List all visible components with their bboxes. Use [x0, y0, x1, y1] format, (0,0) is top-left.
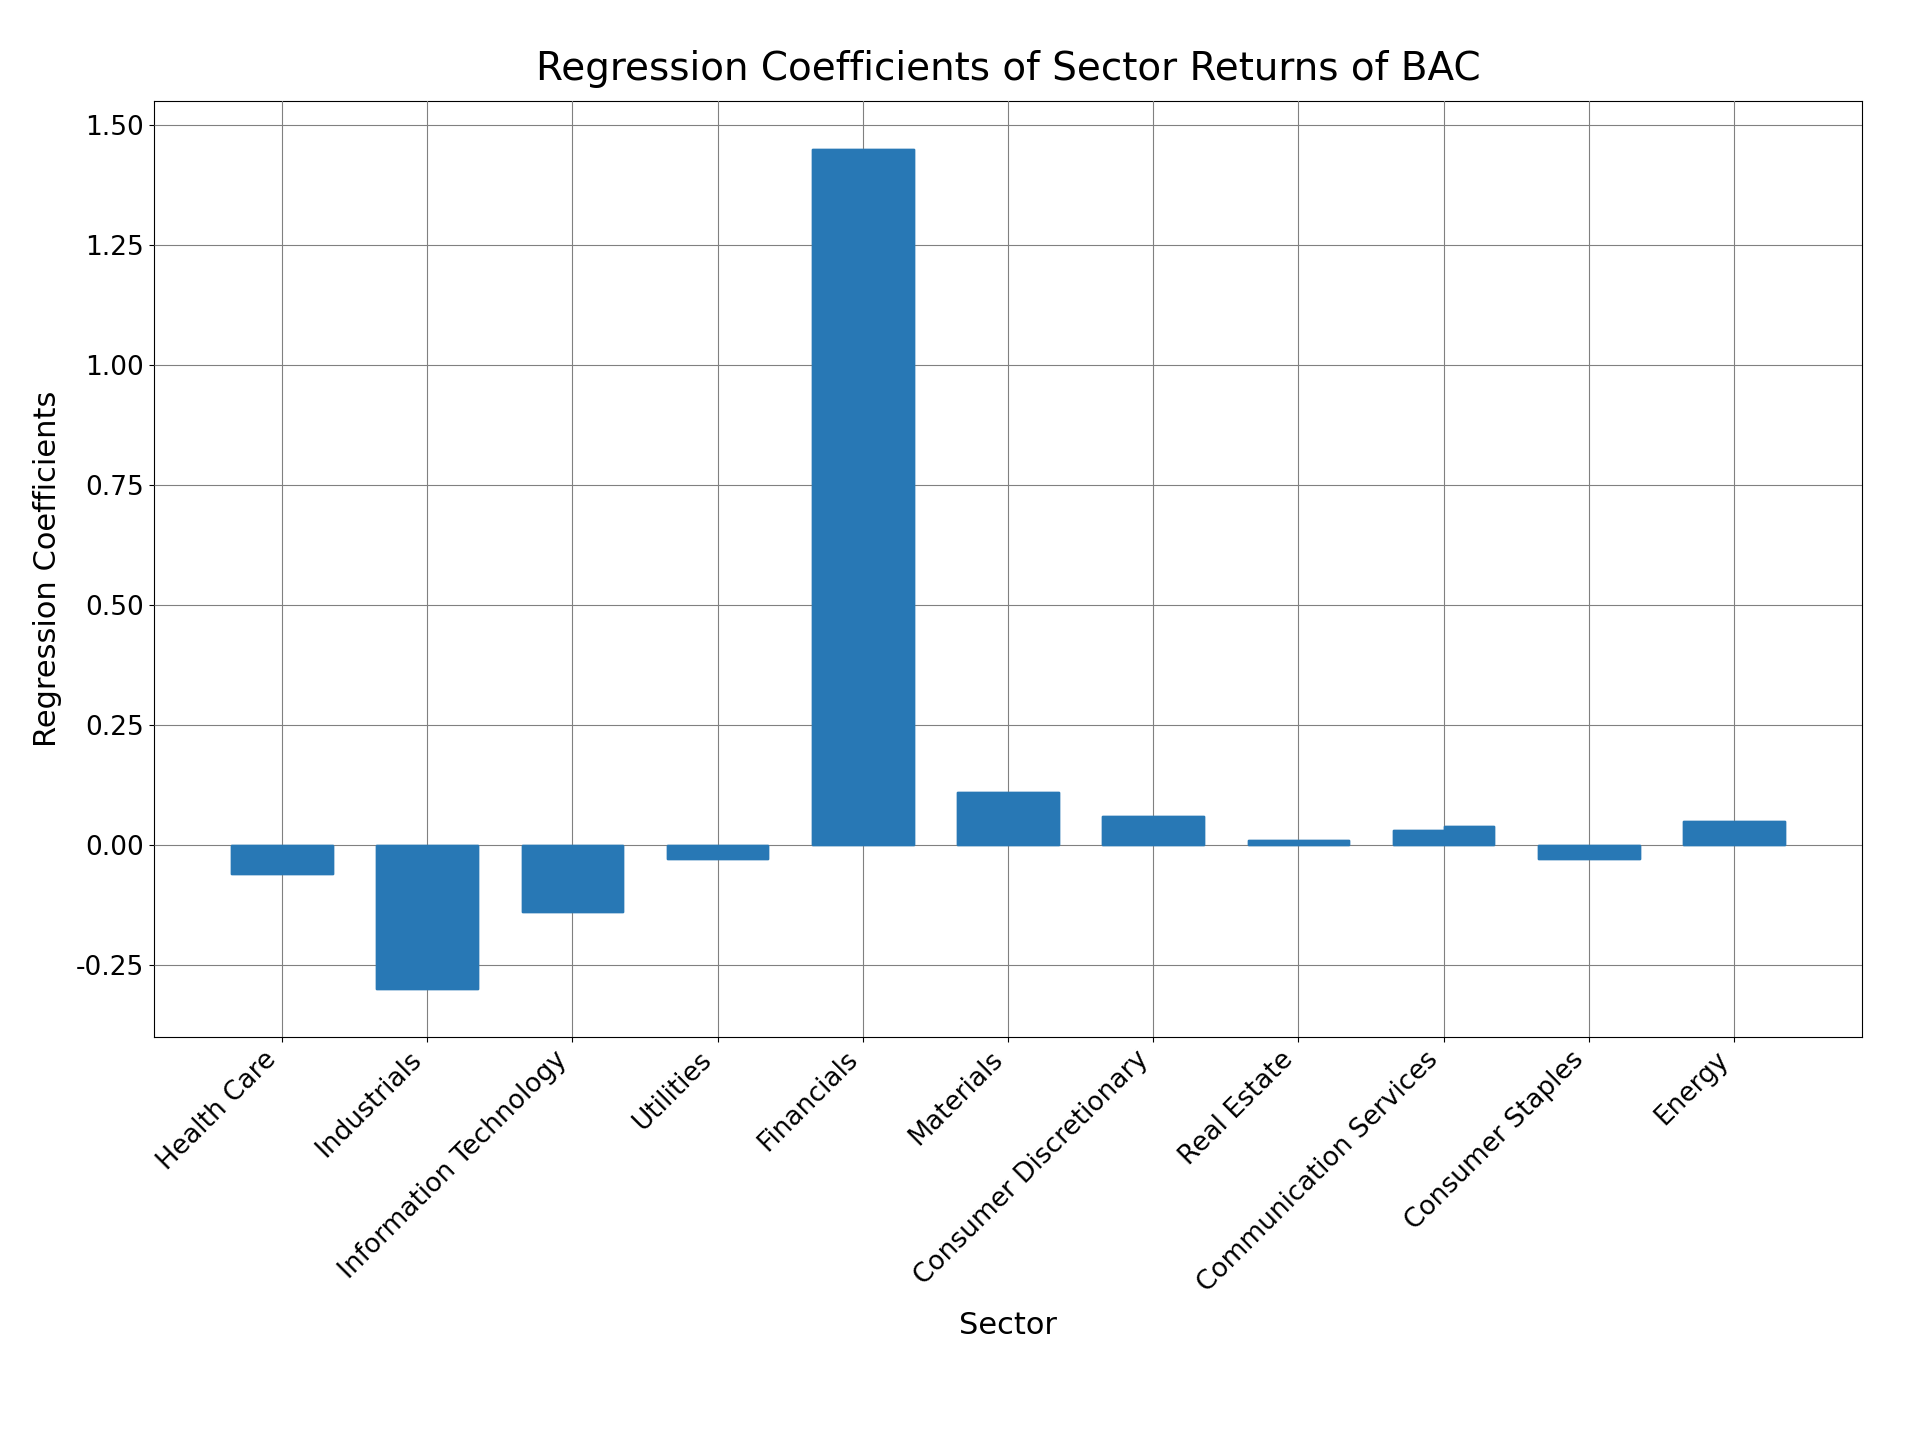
Bar	[1538, 845, 1588, 860]
X-axis label: Sector: Sector	[958, 1310, 1058, 1341]
Bar	[428, 845, 478, 989]
Bar	[812, 148, 862, 845]
Bar	[718, 845, 768, 860]
Bar	[522, 845, 572, 912]
Bar	[718, 845, 768, 860]
Bar	[1298, 840, 1350, 845]
Bar	[1248, 840, 1298, 845]
Bar	[958, 792, 1008, 845]
Bar	[1684, 821, 1734, 845]
Bar	[1588, 845, 1640, 860]
Bar	[282, 845, 332, 874]
Bar	[666, 845, 718, 860]
Bar	[1248, 840, 1298, 845]
Bar	[230, 845, 282, 874]
Title: Regression Coefficients of Sector Returns of BAC: Regression Coefficients of Sector Return…	[536, 50, 1480, 88]
Bar	[812, 148, 862, 845]
Bar	[862, 148, 914, 845]
Bar	[862, 148, 914, 845]
Bar	[1154, 816, 1204, 845]
Bar	[282, 845, 332, 874]
Bar	[522, 845, 572, 912]
Bar	[376, 845, 428, 989]
Bar	[1102, 816, 1154, 845]
Bar	[958, 792, 1008, 845]
Bar	[1588, 845, 1640, 860]
Bar	[1684, 821, 1734, 845]
Bar	[1392, 831, 1444, 845]
Bar	[1444, 825, 1494, 845]
Bar	[376, 845, 428, 989]
Bar	[230, 845, 282, 874]
Bar	[1008, 792, 1058, 845]
Y-axis label: Regression Coefficients: Regression Coefficients	[33, 390, 61, 747]
Bar	[428, 845, 478, 989]
Bar	[1444, 825, 1494, 845]
Bar	[1154, 816, 1204, 845]
Bar	[572, 845, 624, 912]
Bar	[1734, 821, 1786, 845]
Bar	[1008, 792, 1058, 845]
Bar	[1102, 816, 1154, 845]
Bar	[1538, 845, 1588, 860]
Bar	[1734, 821, 1786, 845]
Bar	[666, 845, 718, 860]
Bar	[1392, 831, 1444, 845]
Bar	[572, 845, 624, 912]
Bar	[1298, 840, 1350, 845]
